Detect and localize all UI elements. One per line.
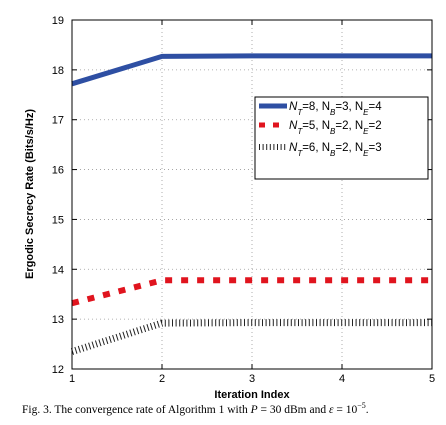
- legend-sub-2b: B: [330, 127, 336, 136]
- caption-eps-var: ε: [328, 403, 334, 416]
- legend-sub-3c: E: [363, 149, 369, 158]
- legend-label-2: NT=5, NB=2, NE=2: [289, 120, 382, 136]
- legend-sub-3b: B: [330, 149, 336, 158]
- plot-background: [72, 20, 432, 369]
- caption-end: .: [365, 403, 369, 416]
- series-line-2: [71, 277, 432, 307]
- x-tick-label: 3: [249, 373, 255, 385]
- legend-box: [254, 96, 429, 180]
- legend-sub-2c: E: [363, 127, 369, 136]
- x-tick-label: 4: [339, 373, 345, 385]
- grid: [72, 20, 432, 369]
- x-axis-label: Iteration Index: [214, 389, 290, 400]
- y-tick-label: 19: [52, 15, 64, 27]
- caption-eps-exp: −5: [357, 401, 366, 410]
- y-axis-label: Ergodic Secrecy Rate (Bits/s/Hz): [24, 109, 36, 279]
- y-tick-label: 17: [52, 115, 64, 127]
- series-line-3: [70, 319, 432, 355]
- caption-p-var: P: [250, 403, 258, 416]
- caption-eps-val: = 10: [333, 403, 358, 416]
- legend-sub-3a: T: [297, 149, 303, 158]
- legend-sub-2a: T: [297, 127, 303, 136]
- y-tick-label: 16: [52, 165, 64, 177]
- figure-caption: Fig. 3. The convergence rate of Algorith…: [22, 401, 442, 416]
- y-tick-label: 15: [52, 214, 64, 226]
- y-tick-label: 13: [52, 314, 64, 326]
- legend-sub-1c: E: [363, 108, 369, 117]
- x-tick-label: 5: [429, 373, 435, 385]
- legend-sub-1b: B: [330, 108, 336, 117]
- caption-p-unit: dBm and: [281, 403, 329, 416]
- caption-prefix: Fig. 3. The convergence rate of Algorith…: [22, 403, 251, 416]
- legend-label-1: NT=8, NB=3, NE=4: [289, 101, 382, 117]
- y-tick-label: 12: [52, 364, 64, 376]
- caption-p-val: = 30: [257, 403, 282, 416]
- x-tick-label: 1: [69, 373, 75, 385]
- legend-sub-1a: T: [297, 108, 303, 117]
- legend: NT=8, NB=3, NE=4 NT=5, NB=2, NE=2 NT=6, …: [254, 96, 429, 180]
- x-tick-label: 2: [159, 373, 165, 385]
- y-tick-label: 14: [52, 264, 64, 276]
- y-tick-label: 18: [52, 65, 64, 77]
- legend-label-3: NT=6, NB=2, NE=3: [289, 142, 382, 158]
